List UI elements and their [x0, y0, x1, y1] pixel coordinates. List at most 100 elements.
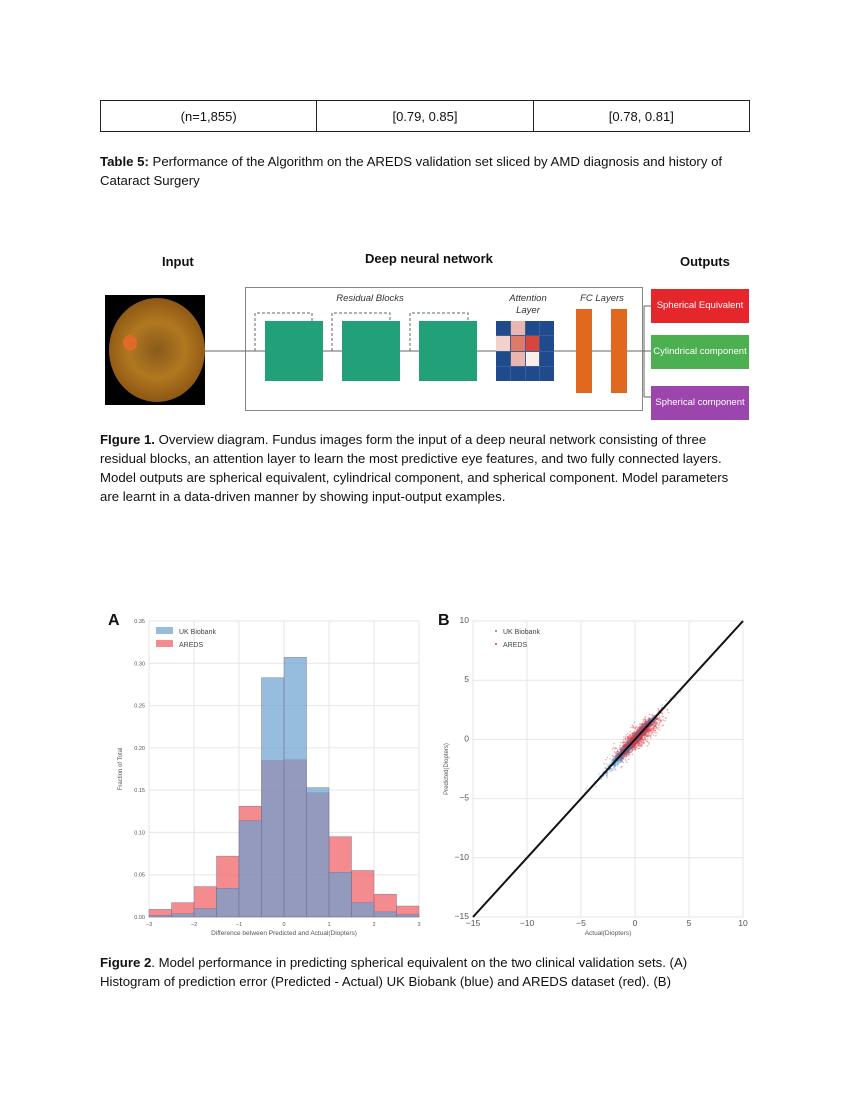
scatter-point [645, 735, 648, 738]
scatter-point [609, 770, 611, 773]
scatter-point [624, 738, 627, 741]
scatter-point [638, 728, 641, 731]
scatter-point [633, 731, 636, 734]
scatter-point [620, 746, 623, 749]
scatter-point [626, 738, 629, 741]
output-spherical-component: Spherical component [651, 386, 749, 420]
scatter-point [644, 721, 646, 724]
scatter-point [624, 759, 627, 762]
scatter-point [662, 715, 665, 718]
scatter-point [614, 762, 617, 765]
scatter-point [642, 718, 645, 721]
scatter-point [648, 719, 651, 722]
histogram-chart: −3 −2 −1 0 1 2 3 0.00 0.05 0.10 0.15 0.20 0.25 0.30 0.… [108, 612, 421, 937]
scatter-point [621, 747, 623, 749]
scatter-point [641, 726, 643, 729]
scatter-point [627, 737, 630, 739]
scatter-point [642, 735, 644, 737]
scatter-point [607, 765, 610, 768]
x-tick-label: −3 [146, 922, 152, 928]
scatter-point [636, 728, 638, 731]
table-caption: Table 5: Performance of the Algorithm on… [100, 152, 750, 190]
scatter-point [632, 748, 635, 750]
histogram-bar [396, 914, 420, 918]
scatter-point [612, 768, 615, 771]
scatter-point [625, 734, 628, 736]
scatter-point [657, 709, 660, 712]
scatter-point [618, 761, 621, 764]
attention-cell [540, 321, 554, 336]
y-tick-label: 0.25 [134, 704, 145, 710]
scatter-point [629, 730, 632, 733]
attention-cell [540, 351, 554, 366]
scatter-point [622, 741, 625, 744]
y-tick-label: 0 [464, 733, 469, 743]
scatter-point [623, 744, 625, 746]
scatter-point [648, 713, 651, 716]
scatter-point [640, 745, 643, 748]
x-tick-label: −10 [520, 918, 535, 928]
scatter-point [639, 738, 642, 740]
scatter-point [658, 728, 661, 731]
scatter-point [627, 739, 630, 742]
scatter-point [646, 745, 649, 747]
scatter-point [638, 730, 641, 732]
scatter-point [646, 738, 649, 740]
fc-layer [611, 309, 627, 393]
scatter-point [657, 727, 659, 730]
scatter-point [627, 758, 630, 760]
y-tick-label: −5 [459, 793, 469, 803]
attention-cell [525, 351, 540, 366]
scatter-point [651, 722, 654, 725]
scatter-point [652, 716, 654, 718]
scatter-point [600, 778, 602, 781]
caption-text: Overview diagram. Fundus images form the… [100, 432, 729, 504]
scatter-point [611, 769, 613, 772]
scatter-point [605, 774, 608, 777]
scatter-point [653, 721, 656, 724]
output-spherical-equivalent: Spherical Equivalent [651, 289, 749, 323]
scatter-point [655, 718, 657, 721]
scatter-point [655, 717, 658, 720]
scatter-point [627, 742, 630, 745]
histogram-bar [171, 913, 195, 918]
scatter-point [636, 728, 639, 730]
x-axis-label: Actual(Diopters) [585, 930, 632, 937]
histogram-bar [216, 888, 240, 918]
scatter-point [613, 764, 616, 767]
legend-label: UK Biobank [179, 629, 216, 636]
x-tick-label: 5 [687, 918, 692, 928]
scatter-point [648, 734, 651, 737]
scatter-point [612, 758, 615, 761]
scatter-point [616, 763, 619, 766]
scatter-point [618, 753, 620, 755]
scatter-point [654, 722, 657, 724]
x-axis-label: Difference between Predicted and Actual(… [211, 930, 357, 937]
attention-label: Attention Layer [509, 293, 547, 316]
y-tick-label: 0.35 [134, 619, 145, 625]
legend-swatch [156, 627, 173, 634]
scatter-point [617, 748, 619, 751]
scatter-point [611, 758, 614, 761]
scatter-point [606, 771, 609, 774]
scatter-point [651, 730, 654, 733]
attention-cell [525, 366, 540, 381]
network-frame [245, 287, 643, 411]
scatter-chart: −15 −10 −5 0 5 10 −15 −10 −5 0 5 10 Actual(Diopters)… [438, 612, 748, 937]
fundus-image [105, 295, 205, 405]
scatter-point [625, 755, 628, 758]
scatter-point [634, 727, 636, 729]
scatter-point [616, 763, 618, 765]
scatter-point [616, 765, 619, 767]
fc-label: FC Layers [580, 293, 624, 304]
input-heading: Input [162, 254, 194, 269]
scatter-point [606, 756, 609, 759]
scatter-point [644, 723, 647, 726]
attention-cell [525, 321, 540, 336]
scatter-point [616, 763, 619, 766]
scatter-point [629, 734, 631, 736]
scatter-point [612, 758, 615, 761]
scatter-point [640, 723, 643, 725]
scatter-point [656, 717, 659, 720]
histogram-bar [261, 677, 285, 918]
